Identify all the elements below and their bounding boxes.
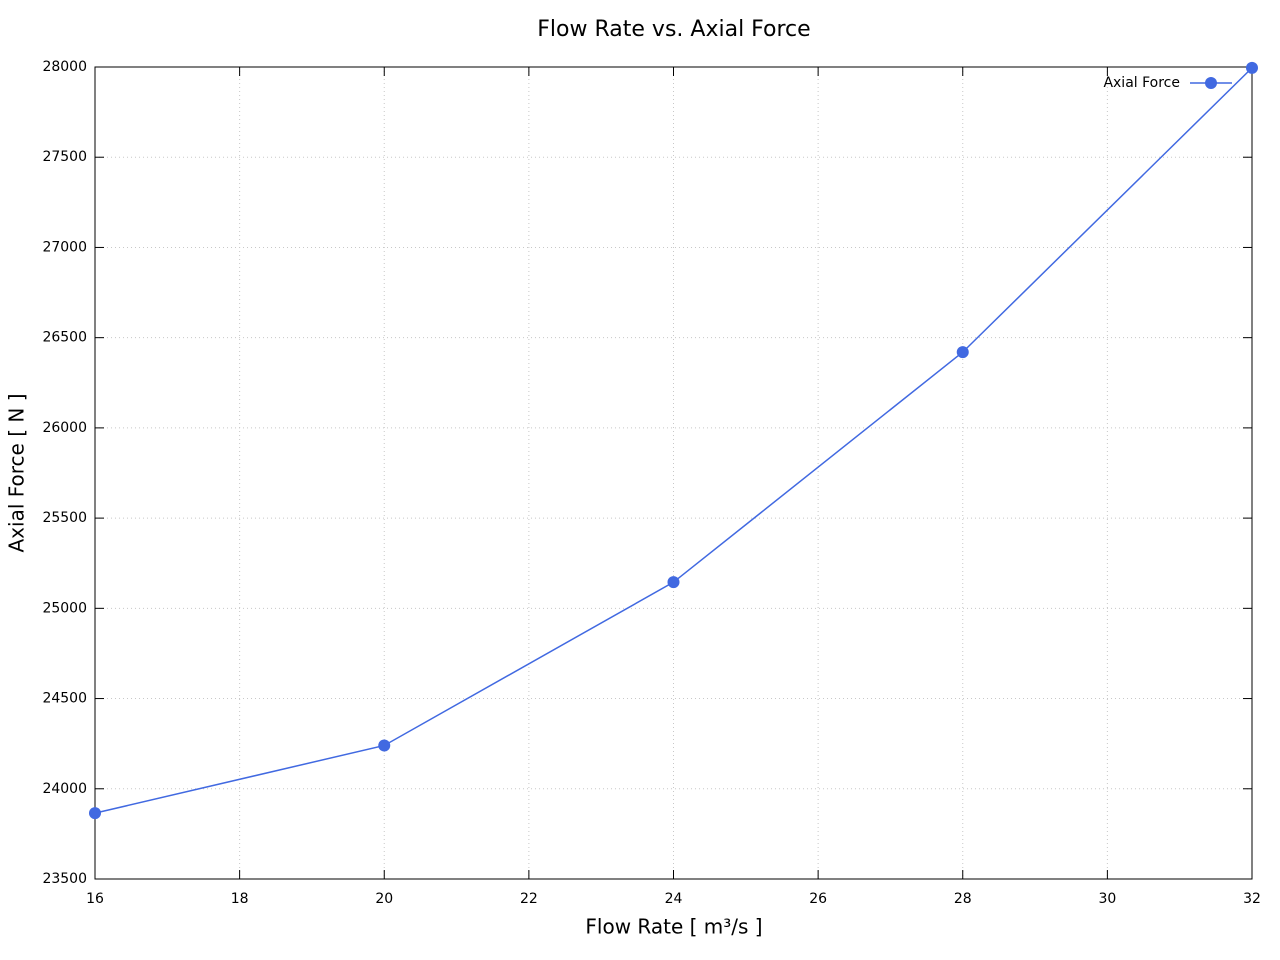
y-axis-label: Axial Force [ N ] (5, 394, 29, 553)
data-point (89, 807, 101, 820)
data-point (667, 576, 680, 589)
y-tick-label: 27500 (42, 149, 87, 165)
data-point (956, 346, 969, 359)
x-tick-label: 32 (1243, 891, 1261, 907)
y-tick-label: 24500 (42, 691, 87, 707)
y-tick-label: 24000 (42, 781, 87, 797)
x-tick-label: 20 (375, 891, 393, 907)
x-tick-label: 26 (809, 891, 827, 907)
x-tick-label: 22 (520, 891, 538, 907)
x-tick-label: 24 (665, 891, 683, 907)
legend-label: Axial Force (1103, 75, 1180, 91)
y-tick-label: 25000 (42, 600, 87, 616)
x-axis-label: Flow Rate [ m³/s ] (585, 915, 762, 939)
y-tick-label: 28000 (42, 59, 87, 75)
grid (94, 66, 1253, 880)
legend-marker (1205, 77, 1217, 89)
chart-title: Flow Rate vs. Axial Force (537, 17, 810, 42)
y-tick-label: 27000 (42, 239, 87, 255)
x-tick-label: 16 (86, 891, 104, 907)
data-point (1246, 61, 1258, 74)
x-tick-label: 18 (231, 891, 249, 907)
y-tick-label: 26500 (42, 330, 87, 346)
y-tick-label: 25500 (42, 510, 87, 526)
data-point (378, 739, 391, 752)
x-tick-label: 28 (954, 891, 972, 907)
y-tick-label: 23500 (42, 871, 87, 887)
plot-frame (94, 66, 1253, 880)
y-tick-label: 26000 (42, 420, 87, 436)
x-tick-label: 30 (1098, 891, 1116, 907)
